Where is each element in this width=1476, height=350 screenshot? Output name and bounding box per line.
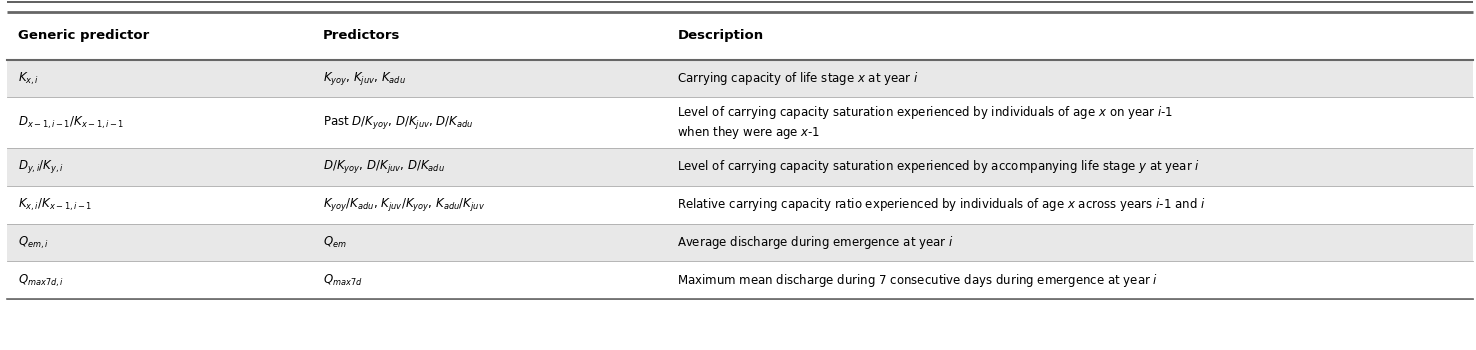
Bar [7, 148, 1473, 186]
Bar [7, 60, 1473, 97]
Bar [7, 12, 1473, 60]
Text: Predictors: Predictors [323, 29, 400, 42]
Text: $D_{x-1,i-1}/K_{x-1,i-1}$: $D_{x-1,i-1}/K_{x-1,i-1}$ [18, 114, 124, 131]
Bar [7, 261, 1473, 299]
Text: Relative carrying capacity ratio experienced by individuals of age $x$ across ye: Relative carrying capacity ratio experie… [677, 196, 1206, 213]
Text: $Q_{em}$: $Q_{em}$ [323, 235, 347, 250]
Text: Carrying capacity of life stage $x$ at year $i$: Carrying capacity of life stage $x$ at y… [677, 70, 920, 87]
Text: $Q_{max7d}$: $Q_{max7d}$ [323, 273, 363, 288]
Text: Level of carrying capacity saturation experienced by accompanying life stage $y$: Level of carrying capacity saturation ex… [677, 159, 1200, 175]
Text: $D_{y,i}/K_{y,i}$: $D_{y,i}/K_{y,i}$ [18, 159, 63, 175]
Text: $D/K_{yoy}$, $D/K_{juv}$, $D/K_{adu}$: $D/K_{yoy}$, $D/K_{juv}$, $D/K_{adu}$ [323, 159, 446, 175]
Text: Level of carrying capacity saturation experienced by individuals of age $x$ on y: Level of carrying capacity saturation ex… [677, 104, 1173, 121]
Bar [7, 97, 1473, 148]
Text: $K_{x,i}/K_{x-1,i-1}$: $K_{x,i}/K_{x-1,i-1}$ [18, 197, 92, 213]
Text: Generic predictor: Generic predictor [18, 29, 149, 42]
Text: $K_{x,i}$: $K_{x,i}$ [18, 70, 38, 86]
Text: Maximum mean discharge during 7 consecutive days during emergence at year $i$: Maximum mean discharge during 7 consecut… [677, 272, 1159, 289]
Text: Average discharge during emergence at year $i$: Average discharge during emergence at ye… [677, 234, 953, 251]
Bar [7, 224, 1473, 261]
Text: $Q_{max7d,i}$: $Q_{max7d,i}$ [18, 272, 63, 288]
Text: $K_{yoy}$, $K_{juv}$, $K_{adu}$: $K_{yoy}$, $K_{juv}$, $K_{adu}$ [323, 70, 406, 87]
Text: $Q_{em,i}$: $Q_{em,i}$ [18, 234, 49, 251]
Bar [7, 186, 1473, 224]
Text: when they were age $x$-1: when they were age $x$-1 [677, 124, 821, 141]
Text: Past $D/K_{yoy}$, $D/K_{juv}$, $D/K_{adu}$: Past $D/K_{yoy}$, $D/K_{juv}$, $D/K_{adu… [323, 114, 474, 131]
Text: Description: Description [677, 29, 763, 42]
Text: $K_{yoy}/K_{adu}$, $K_{juv}/K_{yoy}$, $K_{adu}/K_{juv}$: $K_{yoy}/K_{adu}$, $K_{juv}/K_{yoy}$, $K… [323, 196, 486, 213]
